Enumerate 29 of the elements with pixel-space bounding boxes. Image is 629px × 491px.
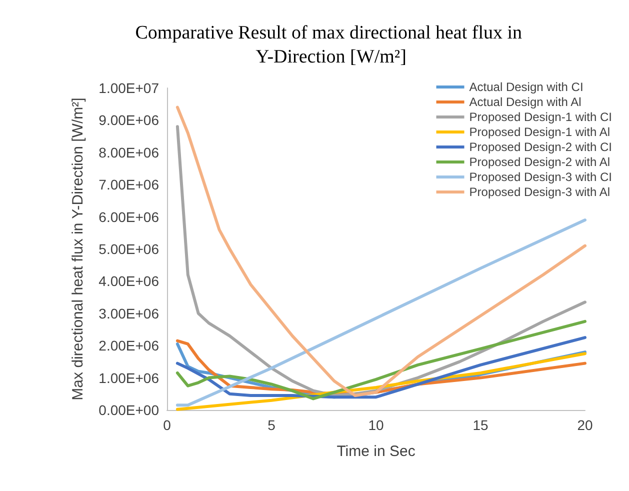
legend-label: Actual Design with Al bbox=[469, 95, 582, 109]
legend-label: Actual Design with CI bbox=[469, 80, 584, 94]
legend-label: Proposed Design-3 with CI bbox=[469, 170, 612, 184]
legend-label: Proposed Design-3 with Al bbox=[469, 185, 610, 199]
x-tick-label: 10 bbox=[368, 417, 384, 433]
legend-label: Proposed Design-1 with Al bbox=[469, 125, 610, 139]
x-axis-title: Time in Sec bbox=[336, 443, 416, 460]
legend-label: Proposed Design-1 with CI bbox=[469, 110, 612, 124]
y-tick-label: 1.00E+07 bbox=[98, 80, 160, 96]
y-tick-label: 7.00E+06 bbox=[98, 176, 160, 193]
legend-label: Proposed Design-2 with CI bbox=[469, 140, 612, 154]
y-tick-label: 3.00E+06 bbox=[98, 305, 160, 322]
chart-title: Comparative Result of max directional heat flux in Y-Direction [W/m²] bbox=[135, 22, 527, 68]
y-tick-label: 4.00E+06 bbox=[98, 273, 160, 290]
legend-label: Proposed Design-2 with Al bbox=[469, 155, 610, 169]
x-tick-label: 5 bbox=[268, 417, 276, 433]
y-tick-label: 9.00E+06 bbox=[98, 112, 160, 128]
y-tick-label: 6.00E+06 bbox=[98, 208, 160, 225]
line-series bbox=[176, 218, 586, 407]
y-tick-label: 8.00E+06 bbox=[98, 144, 160, 160]
y-tick-label: 1.00E+06 bbox=[98, 370, 160, 386]
y-tick-label: 5.00E+06 bbox=[98, 241, 160, 257]
x-tick-label: 20 bbox=[577, 417, 593, 433]
x-tick-label: 15 bbox=[472, 417, 488, 433]
y-tick-label: 2.00E+06 bbox=[98, 338, 160, 354]
y-tick-label: 0.00E+00 bbox=[98, 402, 160, 418]
x-tick-label: 0 bbox=[163, 417, 172, 433]
line-series bbox=[176, 320, 586, 400]
y-axis-title: Max directional heat flux in Y-Direction [W/m²] bbox=[69, 98, 86, 400]
